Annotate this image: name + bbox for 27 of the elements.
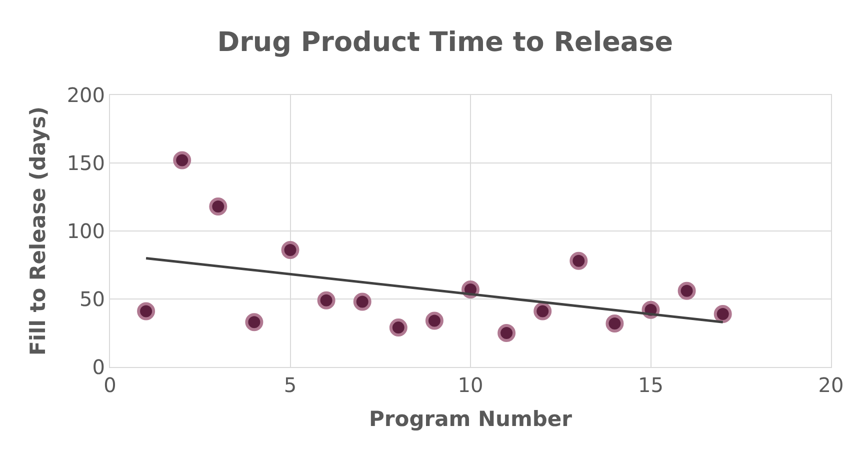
x-tick-label: 20 bbox=[818, 373, 844, 397]
point bbox=[678, 282, 696, 300]
point bbox=[498, 324, 516, 342]
point bbox=[281, 241, 300, 260]
point bbox=[606, 314, 624, 332]
chart-title: Drug Product Time to Release bbox=[217, 27, 674, 58]
x-tick-label: 5 bbox=[284, 373, 297, 397]
point bbox=[245, 313, 264, 332]
point bbox=[353, 292, 372, 311]
y-tick-label: 150 bbox=[66, 151, 105, 175]
x-tick-label: 10 bbox=[458, 373, 484, 397]
y-tick-label: 0 bbox=[92, 355, 105, 379]
point bbox=[714, 304, 732, 323]
point bbox=[173, 151, 192, 170]
y-tick-label: 50 bbox=[80, 287, 105, 311]
point bbox=[425, 312, 444, 330]
y-axis-title: Fill to Release (days) bbox=[26, 106, 50, 356]
point bbox=[317, 291, 336, 310]
point bbox=[534, 302, 552, 320]
point bbox=[570, 252, 588, 270]
y-tick-label: 100 bbox=[66, 219, 105, 243]
point bbox=[389, 318, 408, 337]
y-tick-label: 200 bbox=[66, 83, 105, 107]
point bbox=[209, 198, 228, 216]
x-tick-label: 15 bbox=[638, 373, 664, 397]
x-axis-title: Program Number bbox=[369, 407, 573, 432]
point bbox=[137, 302, 156, 320]
